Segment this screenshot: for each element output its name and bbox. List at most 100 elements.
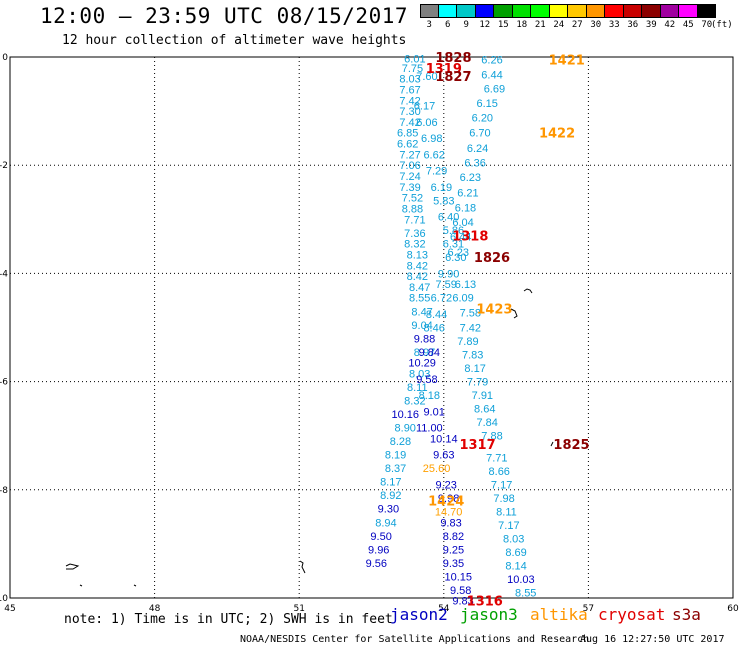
pass-time-label: 1827 [435, 70, 471, 85]
legend-label: 36 [627, 20, 639, 30]
wave-height-label: 25.60 [423, 463, 451, 475]
wave-height-label: 7.88 [481, 431, 502, 443]
wave-height-label: 8.28 [390, 436, 411, 448]
satellite-legend-jason3: jason3 [460, 605, 518, 624]
pass-time-label: 1422 [539, 127, 575, 142]
legend-swatch [697, 4, 716, 18]
wave-height-label: 8.37 [385, 463, 406, 475]
wave-height-label: 8.82 [443, 531, 464, 543]
wave-height-label: 6.70 [469, 128, 490, 140]
lat-tick-label: -2 [0, 161, 8, 171]
pass-time-label: 1423 [476, 303, 512, 318]
legend-label: 12 [479, 20, 491, 30]
wave-height-label: 9.98 [438, 493, 459, 505]
legend-swatch [512, 4, 531, 18]
pass-time-label: 1319 [426, 62, 462, 77]
wave-height-label: 8.03 [503, 533, 524, 545]
wave-height-label: 6.26 [481, 55, 502, 67]
chart-title: 12:00 – 23:59 UTC 08/15/2017 [40, 4, 409, 28]
wave-height-label: 7.59 [435, 279, 456, 291]
lon-tick-label: 54 [438, 604, 450, 614]
island-outline [510, 308, 518, 319]
legend-label: 33 [608, 20, 620, 30]
wave-height-label: 7.60 [416, 71, 437, 83]
legend-cell: 30 [586, 4, 605, 30]
wave-height-label: 9.88 [414, 333, 435, 345]
wave-height-label: 7.75 [402, 63, 423, 75]
legend-label: 30 [590, 20, 602, 30]
wave-height-label: 7.89 [457, 336, 478, 348]
wave-height-label: 6.04 [452, 217, 473, 229]
wave-height-label: 9.84 [419, 347, 440, 359]
wave-height-label: 8.17 [380, 477, 401, 489]
legend-swatch [642, 4, 661, 18]
wave-height-label: 8.32 [404, 239, 425, 251]
lon-tick-label: 51 [293, 604, 304, 614]
wave-height-label: 7.98 [493, 493, 514, 505]
legend-swatch [623, 4, 642, 18]
pass-time-label: 1424 [428, 495, 464, 510]
wave-height-label: 6.06 [416, 117, 437, 129]
wave-height-label: 6.18 [455, 202, 476, 214]
wave-height-label: 6.40 [438, 212, 459, 224]
lat-tick-label: 0 [2, 53, 8, 63]
wave-height-label: 8.19 [385, 450, 406, 462]
wave-height-label: 8.47 [411, 306, 432, 318]
wave-height-label: 9.58 [450, 585, 471, 597]
legend-swatch [605, 4, 624, 18]
wave-height-label: 8.13 [407, 249, 428, 261]
legend-swatch [568, 4, 587, 18]
wave-height-label: 7.06 [399, 160, 420, 172]
legend-cell: 33 [605, 4, 624, 30]
legend-cell: 3 [420, 4, 439, 30]
wave-height-label: 6.24 [467, 143, 488, 155]
legend-label: 15 [497, 20, 509, 30]
wave-height-label: 8.11 [407, 382, 428, 394]
legend-cell: 39 [642, 4, 661, 30]
wave-height-label: 7.67 [399, 84, 420, 96]
pass-time-label: 1421 [549, 54, 585, 69]
wave-height-label: 11.00 [416, 423, 443, 435]
pass-time-label: 1828 [435, 51, 471, 66]
wave-height-label: 7.71 [486, 452, 507, 464]
island-outline [79, 584, 83, 587]
legend-cell: 36 [623, 4, 642, 30]
legend-cell: 24 [549, 4, 568, 30]
wave-height-label: 9.58 [416, 374, 437, 386]
wave-height-label: 9.83 [440, 517, 461, 529]
wave-height-label: 7.42 [399, 95, 420, 107]
wave-height-label: 6.44 [450, 232, 471, 244]
pass-time-label: 1318 [452, 230, 488, 245]
wave-height-label: 10.29 [408, 358, 436, 370]
wave-height-label: 5.86 [443, 225, 464, 237]
wave-height-label: 9.35 [443, 558, 464, 570]
wave-height-label: 6.19 [431, 182, 452, 194]
wave-height-label: 6.09 [452, 293, 473, 305]
wave-height-label: 9.30 [378, 504, 399, 516]
lat-tick-label: -6 [0, 378, 8, 388]
legend-label: 3 [426, 20, 432, 30]
lon-tick-label: 57 [583, 604, 594, 614]
satellite-legend-jason2: jason2 [390, 605, 448, 624]
wave-height-label: 6.01 [404, 54, 425, 66]
wave-height-label: 8.94 [375, 517, 396, 529]
wave-height-label: 6.30 [445, 252, 466, 264]
footer-note: note: 1) Time is in UTC; 2) SWH is in fe… [64, 612, 393, 627]
wave-height-label: 8.64 [474, 404, 495, 416]
legend-cell: 9 [457, 4, 476, 30]
wave-height-label: 8.18 [419, 390, 440, 402]
wave-height-label: 7.71 [404, 214, 425, 226]
legend-swatch [586, 4, 605, 18]
wave-height-label: 8.97 [414, 347, 435, 359]
wave-height-label: 9.63 [433, 450, 454, 462]
credit-line: NOAA/NESDIS Center for Satellite Applica… [240, 634, 590, 645]
legend-swatch [457, 4, 476, 18]
wave-height-label: 7.42 [399, 117, 420, 129]
color-scale-unit: (ft) [711, 20, 733, 30]
wave-height-label: 7.24 [399, 171, 420, 183]
lon-tick-label: 60 [727, 604, 739, 614]
wave-height-label: 8.44 [426, 309, 447, 321]
wave-height-label: 7.30 [399, 106, 420, 118]
wave-height-label: 7.29 [426, 166, 447, 178]
wave-height-label: 9.04 [411, 320, 432, 332]
